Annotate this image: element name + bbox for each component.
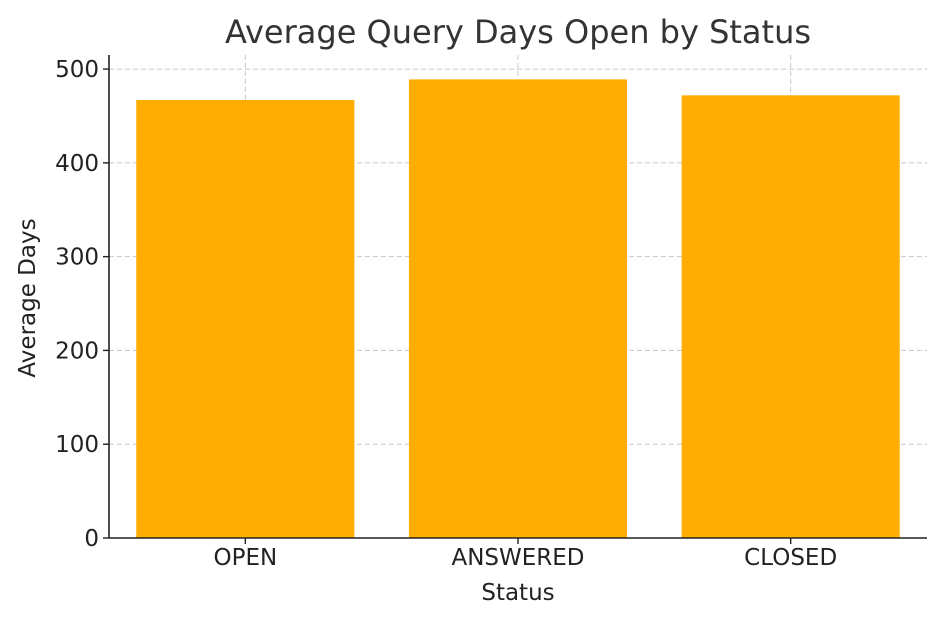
y-tick-label: 400	[55, 151, 99, 177]
bars	[136, 79, 900, 539]
y-tick-label: 0	[84, 526, 99, 552]
y-tick-label: 500	[55, 57, 99, 83]
bar-answered	[408, 79, 628, 539]
y-tick-label: 200	[55, 338, 99, 364]
x-tick-label-answered: ANSWERED	[451, 545, 584, 571]
x-tick-label-open: OPEN	[213, 545, 277, 571]
bar-open	[136, 100, 355, 538]
y-axis-ticks: 0 100 200 300 400 500	[55, 57, 109, 552]
y-tick-label: 300	[55, 245, 99, 271]
bar-closed	[681, 95, 900, 538]
y-tick-label: 100	[55, 432, 99, 458]
x-tick-label-closed: CLOSED	[744, 545, 837, 571]
y-axis-label: Average Days	[15, 218, 41, 377]
x-axis-label: Status	[481, 580, 554, 606]
chart-title: Average Query Days Open by Status	[225, 13, 811, 51]
x-axis-ticks: OPEN ANSWERED CLOSED	[213, 538, 837, 571]
